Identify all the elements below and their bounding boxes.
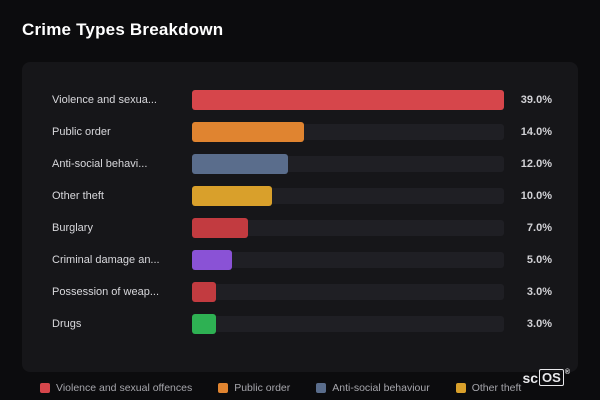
chart-row: Possession of weap... 3.0% bbox=[52, 282, 552, 302]
legend-label: Public order bbox=[234, 382, 291, 394]
category-label: Anti-social behavi... bbox=[52, 158, 148, 170]
chart-row: Other theft 10.0% bbox=[52, 186, 552, 206]
category-label: Other theft bbox=[52, 190, 104, 202]
value-label: 14.0% bbox=[520, 126, 552, 138]
value-label: 12.0% bbox=[520, 158, 552, 170]
legend-swatch-icon bbox=[218, 383, 229, 393]
legend-label: Anti-social behaviour bbox=[332, 382, 430, 394]
bar[interactable] bbox=[192, 186, 272, 206]
chart-row: Criminal damage an... 5.0% bbox=[52, 250, 552, 270]
chart-row: Anti-social behavi... 12.0% bbox=[52, 154, 552, 174]
chart-row: Public order 14.0% bbox=[52, 122, 552, 142]
legend-swatch-icon bbox=[40, 383, 50, 393]
chart-legend: Violence and sexual offences Public order… bbox=[40, 382, 521, 394]
bar-track bbox=[192, 314, 504, 334]
logo-box: OS bbox=[539, 369, 564, 386]
chart-card: Violence and sexua... 39.0% Public order 14… bbox=[22, 62, 578, 372]
chart-row: Drugs 3.0% bbox=[52, 314, 552, 334]
bar-track bbox=[192, 122, 504, 142]
value-label: 3.0% bbox=[526, 286, 552, 298]
legend-item[interactable]: Other theft bbox=[455, 382, 522, 394]
bar-track bbox=[192, 154, 504, 174]
bar[interactable] bbox=[192, 90, 504, 110]
category-label: Burglary bbox=[52, 222, 93, 234]
legend-item[interactable]: Anti-social behaviour bbox=[316, 382, 430, 394]
bar-track bbox=[192, 90, 504, 110]
legend-label: Other theft bbox=[471, 382, 522, 394]
page-title: Crime Types Breakdown bbox=[22, 20, 224, 39]
value-label: 10.0% bbox=[520, 190, 552, 202]
legend-label: Violence and sexual offences bbox=[56, 382, 193, 394]
bar[interactable] bbox=[192, 154, 288, 174]
legend-item[interactable]: Violence and sexual offences bbox=[40, 382, 192, 394]
bar-track bbox=[192, 218, 504, 238]
bar-track bbox=[192, 250, 504, 270]
chart-row: Violence and sexua... 39.0% bbox=[52, 90, 552, 110]
scos-logo: sc OS ® bbox=[522, 369, 570, 386]
value-label: 3.0% bbox=[526, 318, 552, 330]
value-label: 7.0% bbox=[526, 222, 552, 234]
bar[interactable] bbox=[192, 282, 216, 302]
bar[interactable] bbox=[192, 314, 216, 334]
logo-prefix: sc bbox=[522, 369, 539, 386]
chart-row: Burglary 7.0% bbox=[52, 218, 552, 238]
bar[interactable] bbox=[192, 218, 248, 238]
category-label: Drugs bbox=[52, 318, 82, 330]
category-label: Public order bbox=[52, 126, 111, 138]
category-label: Violence and sexua... bbox=[52, 94, 157, 106]
value-label: 5.0% bbox=[526, 254, 552, 266]
bar[interactable] bbox=[192, 122, 304, 142]
value-label: 39.0% bbox=[520, 94, 552, 106]
legend-swatch-icon bbox=[455, 383, 466, 393]
chart-rows: Violence and sexua... 39.0% Public order 14… bbox=[52, 90, 552, 334]
logo-registered-mark: ® bbox=[564, 369, 570, 376]
bar-track bbox=[192, 282, 504, 302]
category-label: Possession of weap... bbox=[52, 286, 160, 298]
category-label: Criminal damage an... bbox=[52, 254, 160, 266]
legend-item[interactable]: Public order bbox=[218, 382, 290, 394]
bar[interactable] bbox=[192, 250, 232, 270]
bar-track bbox=[192, 186, 504, 206]
legend-swatch-icon bbox=[316, 383, 327, 393]
